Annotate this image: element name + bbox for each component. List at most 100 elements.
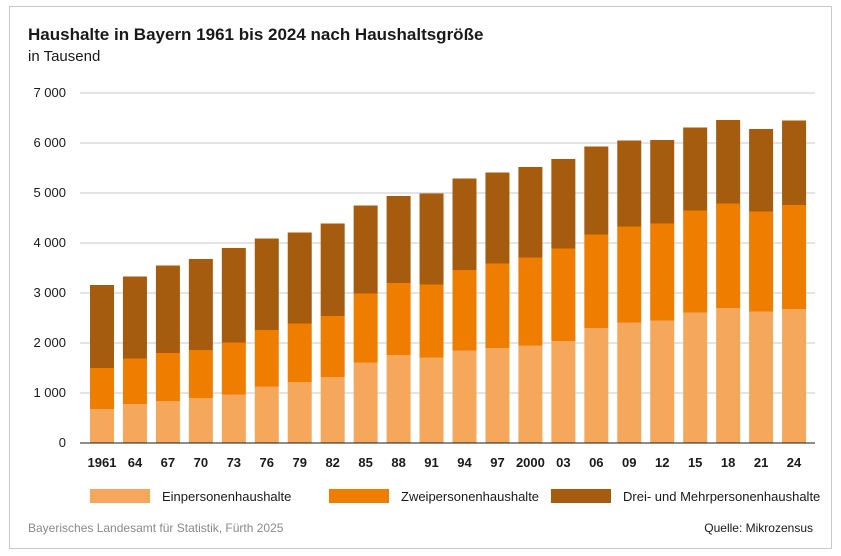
x-tick-label: 67 (161, 455, 175, 470)
bar-segment-3 (551, 159, 576, 249)
y-tick-label: 1 000 (33, 385, 66, 400)
bar-segment-1 (188, 398, 213, 443)
bar-segment-2 (749, 211, 774, 312)
bar-segment-3 (122, 276, 147, 359)
y-tick-label: 5 000 (33, 185, 66, 200)
bar-segment-2 (122, 358, 147, 404)
bar-segment-2 (353, 293, 378, 363)
bar-segment-1 (683, 312, 708, 443)
bar-segment-3 (90, 285, 114, 368)
bar-segment-2 (287, 323, 312, 382)
bar-segment-3 (452, 178, 477, 270)
bar-segment-2 (584, 234, 609, 328)
x-tick-label: 94 (457, 455, 472, 470)
bar-segment-1 (386, 355, 411, 443)
bar-segment-3 (386, 196, 411, 283)
bar-segment-1 (122, 404, 147, 443)
x-tick-label: 2000 (516, 455, 545, 470)
x-tick-label: 70 (194, 455, 208, 470)
bar-segment-3 (419, 193, 444, 285)
bar-segment-3 (287, 232, 312, 324)
y-tick-label: 7 000 (33, 85, 66, 100)
bar-segment-1 (650, 320, 675, 443)
y-tick-label: 2 000 (33, 335, 66, 350)
bar-segment-3 (485, 172, 510, 264)
legend-swatch-einpersonen (90, 489, 150, 503)
x-tick-label: 85 (358, 455, 372, 470)
bar-segment-3 (584, 146, 609, 235)
bar-segment-1 (155, 401, 180, 443)
bar-segment-3 (155, 265, 180, 353)
bar-segment-3 (254, 238, 279, 330)
legend-label-einpersonen: Einpersonenhaushalte (162, 488, 292, 504)
bar-segment-1 (518, 345, 543, 443)
bar-segment-2 (90, 368, 114, 409)
bar-segment-2 (452, 270, 477, 351)
x-tick-label: 79 (292, 455, 306, 470)
legend-item-einpersonen: Einpersonenhaushalte (90, 487, 291, 505)
bar-segment-2 (782, 205, 807, 309)
x-tick-label: 88 (391, 455, 405, 470)
bar-segment-2 (155, 353, 180, 401)
bar-segment-2 (551, 248, 576, 341)
bar-segment-3 (716, 120, 741, 204)
source-publisher: Bayerisches Landesamt für Statistik, Für… (28, 521, 284, 535)
x-tick-label: 09 (622, 455, 636, 470)
y-tick-label: 6 000 (33, 135, 66, 150)
bar-segment-2 (419, 284, 444, 358)
bar-segment-1 (320, 377, 345, 443)
bar-segment-1 (419, 357, 444, 443)
bar-segment-2 (221, 342, 246, 395)
x-tick-label: 03 (556, 455, 570, 470)
legend-item-mehrpersonen: Drei- und Mehrpersonenhaushalte (551, 487, 820, 505)
bar-segment-2 (188, 350, 213, 398)
legend-label-mehrpersonen: Drei- und Mehrpersonenhaushalte (623, 488, 821, 504)
bar-segment-1 (617, 322, 642, 443)
bar-segment-3 (518, 167, 543, 258)
bar-segment-2 (386, 283, 411, 355)
x-tick-label: 12 (655, 455, 669, 470)
bar-segment-1 (353, 362, 378, 443)
bar-segment-2 (716, 203, 741, 308)
chart-subtitle: in Tausend (28, 48, 101, 65)
x-tick-label: 76 (260, 455, 274, 470)
x-tick-label: 24 (787, 455, 802, 470)
bar-segment-1 (782, 309, 807, 443)
x-tick-label: 73 (227, 455, 241, 470)
x-tick-label: 18 (721, 455, 735, 470)
bar-segment-1 (485, 348, 510, 443)
bar-segment-1 (254, 386, 279, 443)
bar-segment-3 (650, 140, 675, 224)
y-tick-label: 0 (59, 435, 66, 450)
bar-segment-3 (749, 129, 774, 212)
bar-segment-3 (683, 127, 708, 211)
legend-item-zweipersonen: Zweipersonenhaushalte (329, 487, 539, 505)
y-tick-label: 3 000 (33, 285, 66, 300)
bar-segment-3 (188, 259, 213, 350)
bar-segment-1 (90, 409, 114, 443)
bar-segment-1 (749, 311, 774, 443)
bar-segment-2 (254, 330, 279, 387)
bar-segment-3 (353, 205, 378, 294)
bar-segment-1 (287, 382, 312, 443)
bar-segment-3 (320, 223, 345, 316)
bar-segment-1 (551, 341, 576, 443)
x-tick-label: 15 (688, 455, 702, 470)
bar-segment-1 (221, 394, 246, 443)
chart-title: Haushalte in Bayern 1961 bis 2024 nach H… (28, 25, 484, 44)
x-tick-label: 64 (128, 455, 143, 470)
bar-segment-2 (683, 210, 708, 313)
x-tick-label: 82 (325, 455, 339, 470)
source-note: Quelle: Mikrozensus (704, 521, 813, 535)
x-tick-label: 06 (589, 455, 603, 470)
x-tick-label: 97 (490, 455, 504, 470)
x-tick-label: 21 (754, 455, 768, 470)
y-tick-label: 4 000 (33, 235, 66, 250)
x-tick-label: 91 (424, 455, 438, 470)
bar-segment-2 (485, 263, 510, 348)
bar-segment-2 (617, 226, 642, 323)
bar-segment-3 (617, 140, 642, 227)
legend-swatch-mehrpersonen (551, 489, 611, 503)
bar-segment-2 (518, 257, 543, 346)
